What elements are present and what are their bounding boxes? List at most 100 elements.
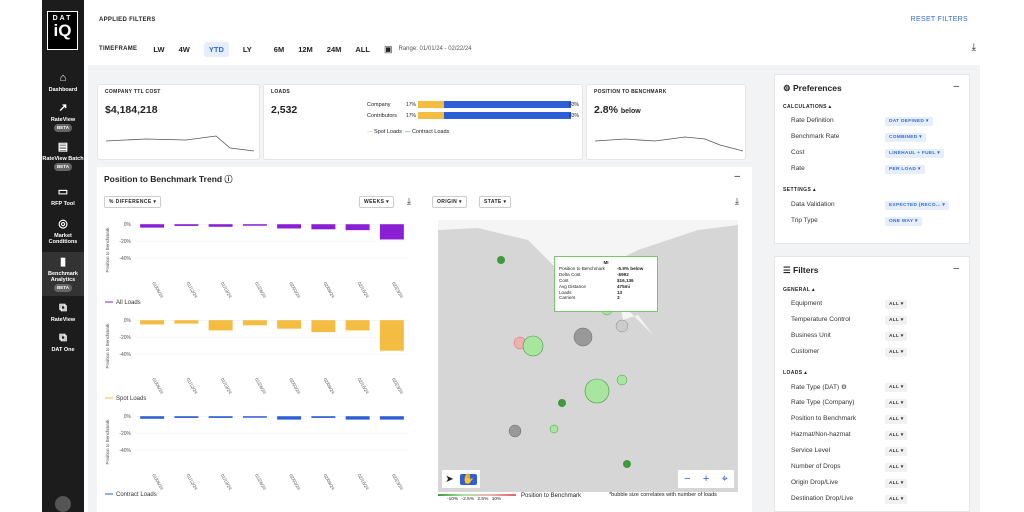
data-validation-dropdown[interactable]: EXPECTED (RECO... ▾	[885, 201, 950, 210]
avatar[interactable]	[55, 496, 71, 512]
filter-dropdown[interactable]: ALL ▾	[885, 399, 908, 408]
bubble-map[interactable]: MI Position to Benchmark -5.9% below Delta…	[438, 220, 738, 492]
download-icon[interactable]: ⤓	[735, 196, 739, 206]
reset-filters-button[interactable]: RESET FILTERS	[910, 16, 968, 23]
dat-iq-logo[interactable]: DAT iQ	[47, 11, 78, 50]
filter-dropdown[interactable]: ALL ▾	[885, 332, 908, 341]
bar[interactable]	[277, 416, 302, 420]
bar[interactable]	[208, 224, 233, 227]
timeframe-24m[interactable]: 24M	[326, 44, 342, 54]
bar[interactable]	[277, 224, 302, 229]
pan-hand-icon[interactable]: ✋	[460, 473, 477, 485]
sidebar-item-rateview[interactable]: ↗ RateView BETA	[42, 102, 84, 132]
timeframe-lw[interactable]: LW	[153, 44, 165, 54]
filter-label: Business Unit	[791, 332, 831, 339]
trip-type-dropdown[interactable]: ONE WAY ▾	[885, 217, 922, 226]
bubble[interactable]	[522, 335, 544, 357]
bubble[interactable]	[623, 460, 631, 468]
general-label[interactable]: GENERAL ▴	[783, 287, 815, 293]
x-tick-label: 02/16/24	[357, 377, 370, 395]
sidebar-item-dat-one[interactable]: ⧉ DAT One	[42, 332, 84, 353]
bar[interactable]	[242, 416, 267, 418]
timeframe-ytd[interactable]: YTD	[203, 41, 229, 57]
timeframe-4w[interactable]: 4W	[178, 44, 190, 54]
chip-value: COMBINED	[889, 135, 918, 140]
timeframe-all[interactable]: ALL	[355, 44, 370, 54]
bar[interactable]	[174, 416, 199, 418]
sidebar-item-benchmark-analytics[interactable]: ▮ Benchmark Analytics BETA	[42, 252, 84, 296]
bar[interactable]	[208, 416, 233, 418]
bar[interactable]	[345, 320, 370, 331]
zoom-out-icon[interactable]: −	[684, 473, 691, 485]
sidebar-item-dashboard[interactable]: ⌂ Dashboard	[42, 72, 84, 93]
filter-dropdown[interactable]: ALL ▾	[885, 383, 908, 392]
gear-icon[interactable]: ⚙	[839, 384, 847, 391]
bar[interactable]	[242, 320, 267, 326]
filter-dropdown[interactable]: ALL ▾	[885, 348, 908, 357]
bar[interactable]	[311, 224, 336, 230]
sidebar-item-rateview-batch[interactable]: ▤ RateView Batch BETA	[42, 141, 84, 171]
bar[interactable]	[379, 416, 404, 420]
legend-label: Spot Loads	[116, 396, 146, 402]
origin-dropdown[interactable]: ORIGIN ▾	[432, 196, 467, 208]
bar[interactable]	[140, 224, 165, 228]
filter-dropdown[interactable]: ALL ▾	[885, 316, 908, 325]
bubble[interactable]	[616, 374, 628, 386]
bubble[interactable]	[573, 327, 593, 347]
bubble[interactable]	[558, 399, 566, 407]
bar[interactable]	[379, 320, 404, 351]
bar[interactable]	[174, 224, 199, 226]
filter-dropdown[interactable]: ALL ▾	[885, 479, 908, 488]
zoom-in-icon[interactable]: +	[702, 473, 710, 485]
rate-definition-dropdown[interactable]: DAT DEFINED ▾	[885, 117, 933, 126]
bar[interactable]	[379, 224, 404, 240]
filter-dropdown[interactable]: ALL ▾	[885, 415, 908, 424]
metric-dropdown[interactable]: % DIFFERENCE ▾	[104, 196, 162, 208]
bubble[interactable]	[549, 424, 559, 434]
bar[interactable]	[174, 320, 199, 324]
settings-label[interactable]: SETTINGS ▴	[783, 187, 816, 193]
filter-dropdown[interactable]: ALL ▾	[885, 495, 908, 504]
collapse-icon[interactable]: –	[953, 263, 959, 274]
period-dropdown[interactable]: WEEKS ▾	[359, 196, 395, 208]
bar[interactable]	[311, 320, 336, 333]
locate-icon[interactable]: ⌖	[721, 472, 728, 485]
company-contract-pct: 83%	[569, 102, 580, 108]
download-icon[interactable]: ⤓	[407, 196, 411, 206]
filter-dropdown[interactable]: ALL ▾	[885, 447, 908, 456]
sidebar-item-rfp-tool[interactable]: ▭ RFP Tool	[42, 186, 84, 207]
sidebar-item-label: Dashboard	[48, 87, 78, 93]
bar[interactable]	[277, 320, 302, 329]
timeframe-12m[interactable]: 12M	[298, 44, 313, 54]
collapse-icon[interactable]: –	[734, 171, 740, 182]
sidebar-item-market-conditions[interactable]: ◎ Market Conditions	[42, 218, 84, 245]
bar[interactable]	[311, 416, 336, 418]
bar[interactable]	[208, 320, 233, 331]
bar[interactable]	[242, 224, 267, 226]
loads-label[interactable]: LOADS ▴	[783, 370, 808, 376]
timeframe-6m[interactable]: 6M	[273, 44, 285, 54]
filter-dropdown[interactable]: ALL ▾	[885, 431, 908, 440]
help-icon[interactable]: ⓘ	[224, 175, 233, 184]
timeframe-ly[interactable]: LY	[242, 44, 252, 54]
bubble[interactable]	[497, 256, 505, 264]
bar[interactable]	[345, 416, 370, 420]
pointer-icon[interactable]: ➤	[445, 473, 454, 485]
calculations-label[interactable]: CALCULATIONS ▴	[783, 104, 832, 110]
sidebar-item-rateview-external[interactable]: ⧉ RateView	[42, 302, 84, 323]
cost-dropdown[interactable]: LINEHAUL + FUEL ▾	[885, 149, 944, 158]
bar[interactable]	[140, 320, 165, 325]
bubble[interactable]	[584, 378, 610, 404]
rate-dropdown[interactable]: PER LOAD ▾	[885, 165, 925, 174]
calendar-icon[interactable]: ▣	[383, 43, 393, 54]
benchmark-rate-dropdown[interactable]: COMBINED ▾	[885, 133, 926, 142]
bar[interactable]	[140, 416, 165, 419]
bar[interactable]	[345, 224, 370, 231]
collapse-icon[interactable]: –	[953, 81, 959, 92]
download-icon[interactable]: ⤓	[971, 42, 976, 53]
filter-dropdown[interactable]: ALL ▾	[885, 463, 908, 472]
bubble[interactable]	[508, 424, 522, 438]
bubble[interactable]	[615, 319, 629, 333]
filter-dropdown[interactable]: ALL ▾	[885, 300, 908, 309]
state-dropdown[interactable]: STATE ▾	[479, 196, 512, 208]
